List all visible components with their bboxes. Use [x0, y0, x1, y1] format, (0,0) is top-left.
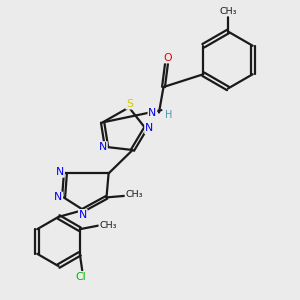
Text: CH₃: CH₃ — [125, 190, 143, 199]
Text: N: N — [148, 107, 157, 118]
Text: N: N — [56, 167, 64, 177]
Text: Cl: Cl — [75, 272, 86, 282]
Text: O: O — [164, 52, 172, 63]
Text: S: S — [126, 99, 133, 109]
Text: H: H — [165, 110, 172, 120]
Text: N: N — [145, 123, 153, 134]
Text: N: N — [54, 192, 62, 203]
Text: CH₃: CH₃ — [219, 7, 237, 16]
Text: CH₃: CH₃ — [99, 220, 117, 230]
Text: N: N — [79, 210, 87, 220]
Text: N: N — [99, 142, 107, 152]
